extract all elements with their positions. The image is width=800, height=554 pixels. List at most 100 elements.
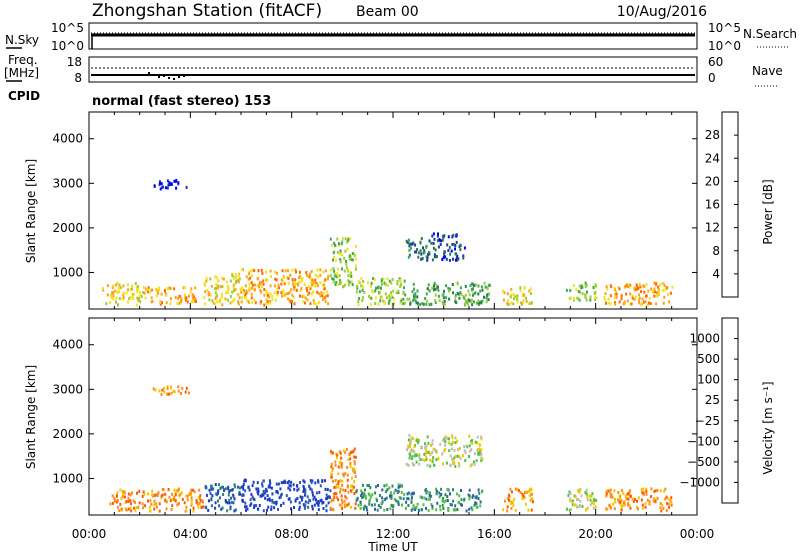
velocity-cell <box>409 441 411 445</box>
power-cbar-label: Power [dB] <box>761 179 775 244</box>
power-cell <box>512 302 515 306</box>
power-cell <box>445 284 447 288</box>
velocity-cell <box>385 490 388 494</box>
power-cell <box>455 301 458 305</box>
power-cell <box>463 296 466 300</box>
nave-dip-dot <box>183 75 185 77</box>
power-cell <box>442 296 445 300</box>
velocity-cell <box>172 390 175 393</box>
power-cell <box>452 242 455 246</box>
power-cell <box>341 253 344 257</box>
power-cell <box>661 282 664 286</box>
velocity-cell <box>198 488 201 492</box>
velocity-cell <box>155 505 158 509</box>
power-cell <box>178 301 181 305</box>
power-cell <box>344 237 347 241</box>
power-cell <box>430 241 433 245</box>
velocity-cell <box>339 451 342 455</box>
freq-label-line1: Freq. <box>8 53 38 67</box>
power-cell <box>625 292 628 296</box>
power-cell <box>510 287 513 291</box>
velocity-cell <box>416 437 419 441</box>
velocity-cell <box>321 501 324 505</box>
velocity-cell <box>280 503 282 507</box>
power-cell <box>308 275 311 279</box>
velocity-cell <box>435 508 438 512</box>
velocity-cell <box>425 444 428 448</box>
power-cell <box>221 303 224 307</box>
velocity-cell <box>285 494 288 498</box>
power-cell <box>122 296 125 299</box>
noise-tick-right-top: 10^5 <box>708 21 741 35</box>
velocity-cell <box>170 386 172 390</box>
velocity-cell <box>408 456 411 460</box>
velocity-cell <box>665 509 668 512</box>
power-cell <box>316 268 319 272</box>
power-cell <box>314 283 317 287</box>
power-cell <box>623 300 626 304</box>
power-cell <box>462 256 465 260</box>
velocity-cell <box>290 480 293 484</box>
power-cell <box>455 240 458 244</box>
velocity-cell <box>319 484 322 488</box>
velocity-cell <box>670 501 673 505</box>
velocity-cell <box>242 487 245 491</box>
velocity-cell <box>506 505 509 509</box>
power-cell <box>606 287 609 291</box>
power-cell <box>309 272 312 276</box>
velocity-cell <box>222 493 225 496</box>
power-cell <box>312 298 315 302</box>
power-cell <box>309 287 312 291</box>
velocity-cell <box>214 506 217 510</box>
velocity-colorbar-tick-label: −500 <box>687 455 720 469</box>
power-cell <box>274 270 276 274</box>
velocity-cell <box>111 494 114 498</box>
power-cell <box>375 286 377 290</box>
power-cell <box>177 296 180 300</box>
velocity-cell <box>171 492 174 496</box>
velocity-cell <box>160 392 163 396</box>
power-cell <box>480 301 483 305</box>
power-cell <box>452 233 455 237</box>
power-cell <box>470 298 473 302</box>
power-cell <box>357 303 360 307</box>
power-cell <box>253 298 256 302</box>
velocity-cell <box>404 507 407 510</box>
velocity-cell <box>608 490 611 494</box>
velocity-cell <box>210 498 213 502</box>
velocity-cell <box>183 501 186 505</box>
velocity-colorbar-tick-label: −1000 <box>679 475 720 489</box>
power-cell <box>620 294 623 298</box>
power-cell <box>212 301 215 305</box>
velocity-cell <box>468 494 471 498</box>
velocity-cell <box>650 495 653 499</box>
velocity-cell <box>470 442 473 445</box>
power-cell <box>136 287 139 291</box>
velocity-cell <box>186 498 189 502</box>
velocity-cell <box>207 508 210 512</box>
velocity-cell <box>478 443 481 447</box>
velocity-cell <box>431 442 434 446</box>
velocity-cell <box>308 484 311 488</box>
power-cell <box>204 290 207 293</box>
velocity-colorbar-tick-label: −100 <box>687 434 720 448</box>
power-cell <box>194 286 197 290</box>
velocity-cell <box>431 439 434 443</box>
power-cell <box>316 275 319 279</box>
velocity-cell <box>389 494 391 498</box>
power-cell <box>122 284 125 288</box>
power-cell <box>194 297 197 301</box>
velocity-cell <box>397 500 400 504</box>
velocity-cell <box>456 439 459 443</box>
power-cell <box>636 285 639 289</box>
power-cell <box>640 290 643 294</box>
power-cell <box>428 289 431 293</box>
velocity-cell <box>200 506 203 509</box>
velocity-cbar-label: Velocity [m s⁻¹] <box>761 381 775 474</box>
power-cell <box>484 285 487 289</box>
velocity-cell <box>269 481 272 485</box>
power-cell <box>150 288 153 292</box>
power-cell <box>644 300 647 304</box>
velocity-cell <box>151 489 154 493</box>
velocity-cell <box>341 507 344 510</box>
